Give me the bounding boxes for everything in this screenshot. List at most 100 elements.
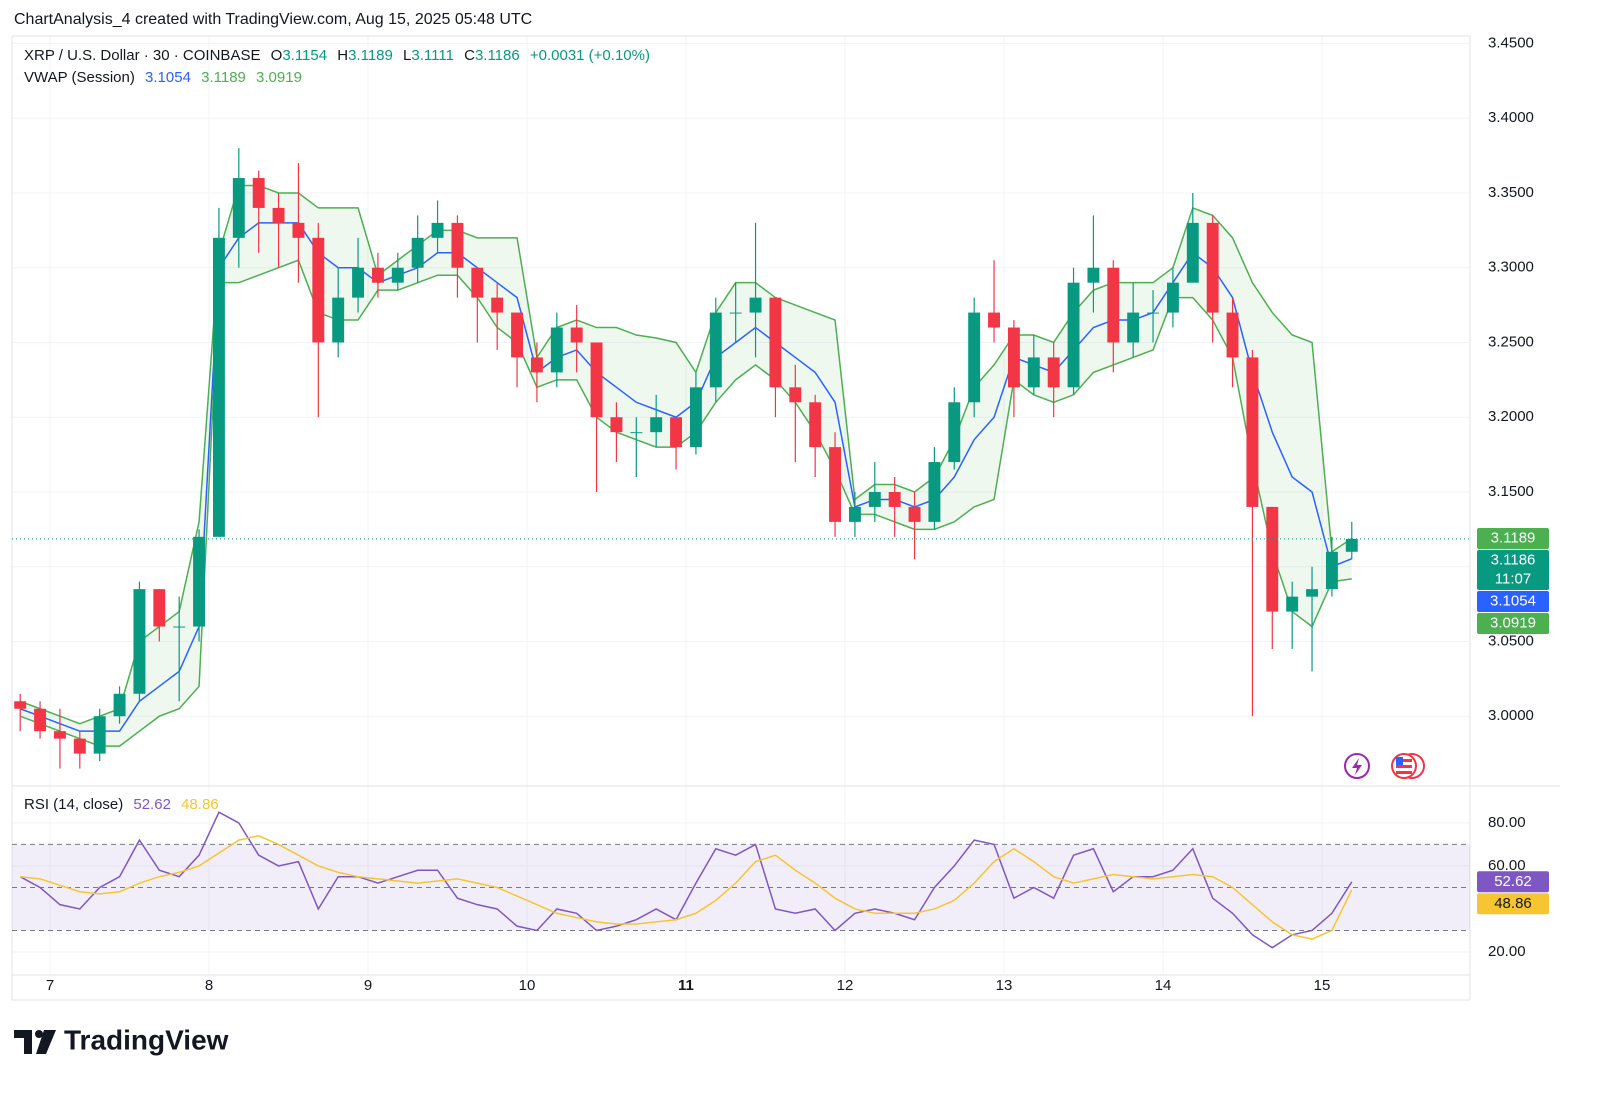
candle-body: [14, 701, 27, 709]
price-badge-label: 52.62: [1494, 873, 1532, 890]
candle-body: [471, 267, 484, 298]
vwap-legend: VWAP (Session) 3.1054 3.1189 3.0919: [24, 69, 302, 86]
grid: [12, 36, 1470, 975]
lightning-glyph: [1352, 758, 1362, 775]
x-tick-label: 12: [837, 977, 854, 994]
candle-body: [530, 357, 543, 373]
price-badge-label: 3.1189: [1491, 529, 1536, 546]
candle-body: [1345, 538, 1358, 552]
candle-body: [1067, 282, 1080, 388]
candle-body: [232, 178, 245, 238]
lower-value: 3.0919: [256, 69, 302, 86]
x-tick-label: 13: [996, 977, 1013, 994]
ohlc-label: L: [403, 47, 411, 64]
candle-body: [1286, 596, 1299, 612]
vwap-line: [19, 259, 1352, 747]
price-badge-label: 3.1054: [1490, 592, 1536, 609]
y-tick-label: 3.4000: [1488, 109, 1534, 126]
ohlc-value: 3.1154: [282, 47, 327, 64]
logo-mark: [14, 1030, 32, 1054]
price-badge: [1477, 893, 1549, 915]
candle-body: [73, 738, 86, 754]
candle-body: [868, 491, 881, 507]
candle-body: [1087, 267, 1100, 283]
x-tick-label: 15: [1314, 977, 1331, 994]
candle-body: [1306, 589, 1318, 597]
y-tick-label: 80.00: [1488, 814, 1526, 831]
event-icons[interactable]: [1344, 753, 1425, 779]
price-badge: [1477, 590, 1549, 612]
candle-body: [1107, 267, 1120, 343]
indicator-name: VWAP (Session): [24, 69, 135, 86]
plot: 7891011121314153.00003.05003.10003.15003…: [12, 34, 1549, 994]
candle-body: [1007, 327, 1020, 388]
candle-body: [749, 297, 762, 313]
upper-value: 3.1189: [201, 69, 246, 86]
x-tick-label: 14: [1155, 977, 1172, 994]
x-tick-label: 7: [46, 977, 54, 994]
x-tick-label: 9: [364, 977, 372, 994]
flag-stripe: [1396, 759, 1412, 762]
candle-body: [908, 506, 921, 522]
candle-body: [312, 237, 325, 343]
candle-body: [610, 417, 623, 433]
rsi-line: [20, 835, 1353, 940]
candle-body: [650, 417, 663, 433]
candle-body: [113, 693, 126, 717]
price-badge-label: 3.0919: [1490, 614, 1536, 631]
logo-dot: [35, 1030, 43, 1038]
candle-body: [789, 387, 802, 403]
x-tick-label: 10: [519, 977, 536, 994]
candle-body: [570, 327, 583, 343]
y-tick-label: 3.0000: [1488, 707, 1534, 724]
candle-body: [829, 447, 842, 522]
candle-body: [928, 462, 941, 522]
flag-stripe: [1396, 765, 1412, 768]
ohlc-label: C: [464, 47, 475, 64]
candle-body: [848, 506, 861, 522]
y-tick-label: 3.3500: [1488, 184, 1534, 201]
candle-body: [630, 432, 643, 434]
candle-body: [689, 387, 702, 448]
ohlc-label: O: [271, 47, 283, 64]
flag-canton: [1396, 757, 1403, 765]
candle-body: [332, 297, 345, 343]
symbol-legend: XRP / U.S. Dollar · 30 · COINBASE O3.115…: [24, 47, 650, 64]
price-badge-label: 11:07: [1495, 570, 1531, 587]
y-tick-label: 20.00: [1488, 943, 1526, 960]
y-tick-label: 3.2000: [1488, 408, 1534, 425]
symbol: XRP / U.S. Dollar · 30 · COINBASE: [24, 47, 260, 64]
price-badge-label: 48.86: [1494, 895, 1532, 912]
price-badge: [1477, 527, 1549, 549]
flag-stripe: [1396, 771, 1412, 774]
x-tick-label: 11: [678, 977, 694, 994]
brand-logo: TradingView: [14, 1024, 229, 1055]
candle-body: [411, 237, 424, 268]
candle-body: [988, 312, 1001, 328]
candle-body: [153, 589, 166, 627]
candle-body: [1027, 357, 1040, 388]
y-tick-label: 60.00: [1488, 857, 1526, 874]
ohlc-value: 3.1189: [348, 47, 393, 64]
y-tick-label: 3.1500: [1488, 483, 1534, 500]
candle-body: [1047, 357, 1060, 388]
indicator-name: RSI (14, close): [24, 796, 123, 813]
candle-body: [34, 708, 47, 732]
candle-body: [888, 491, 901, 507]
rsi-legend: RSI (14, close) 52.62 48.86: [24, 796, 219, 813]
candle-body: [272, 207, 285, 223]
candle-body: [1246, 357, 1259, 507]
price-badge: [1477, 549, 1549, 590]
candle-body: [391, 267, 404, 283]
chart-frame: [11, 35, 1471, 1001]
rsi-ma-value: 48.86: [181, 796, 219, 813]
candle-body: [193, 536, 206, 627]
candle-body: [491, 297, 504, 313]
price-badge: [1477, 612, 1549, 634]
candle-body: [550, 327, 563, 373]
candle-body: [729, 312, 742, 314]
candle-body: [511, 312, 524, 358]
candle-body: [1147, 312, 1160, 314]
